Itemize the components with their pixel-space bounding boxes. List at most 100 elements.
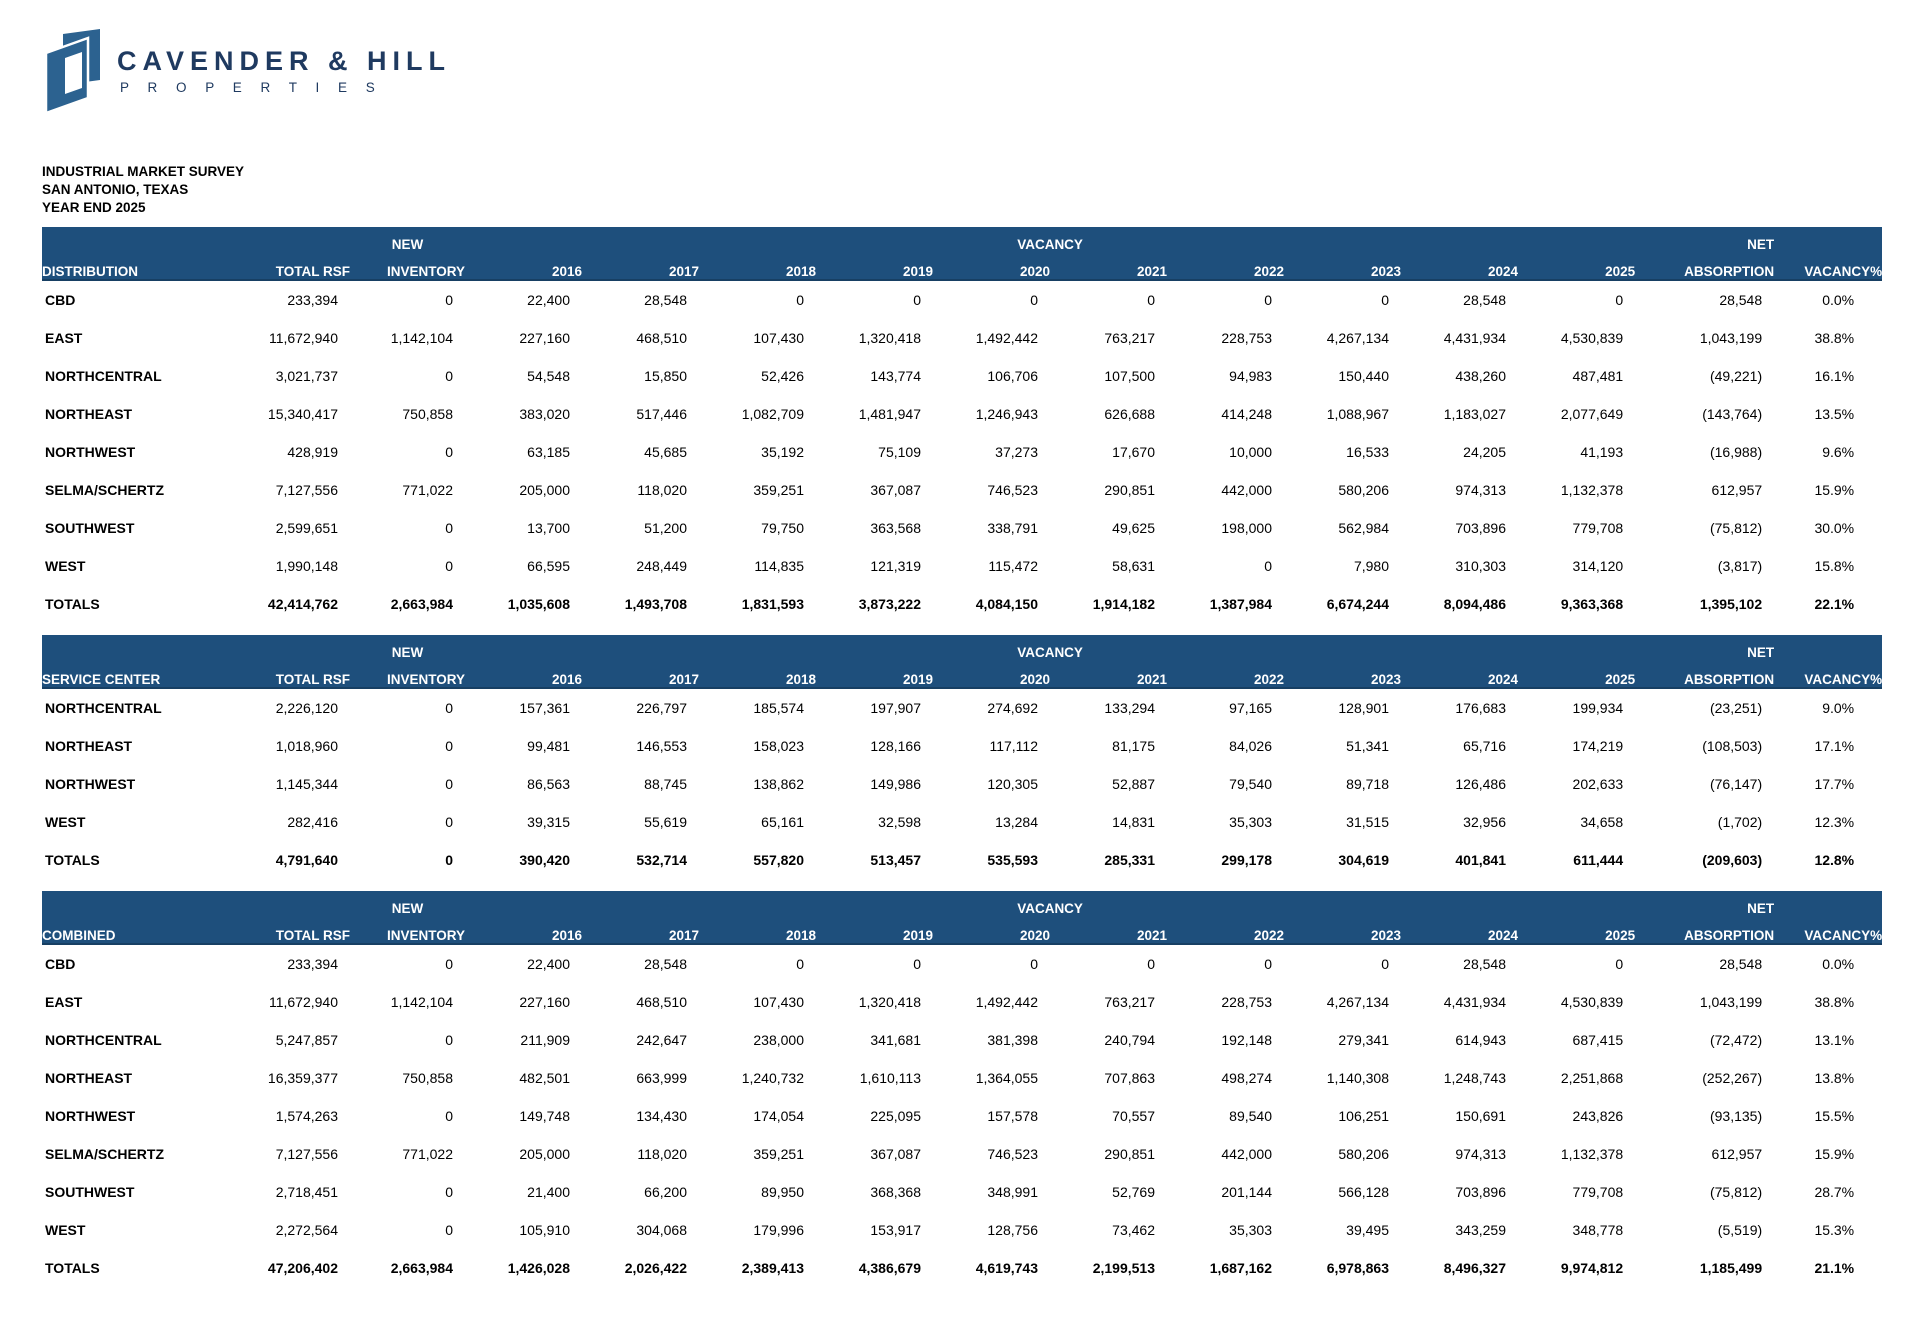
value-cell: 202,633 (1572, 776, 1624, 792)
value-cell: 73,462 (1112, 1222, 1155, 1238)
totals-row-combined: TOTALS 47,206,402 2,663,984 1,426,028 2,026,… (42, 1249, 1882, 1287)
value-cell: 746,523 (987, 482, 1038, 498)
value-cell: 45,685 (644, 444, 687, 460)
value-cell: 42,414,762 (267, 596, 338, 612)
value-cell: 149,986 (870, 776, 921, 792)
value-cell: 22.1% (1814, 596, 1855, 612)
value-cell: 1,493,708 (624, 596, 687, 612)
value-cell: 1,140,308 (1326, 1070, 1389, 1086)
value-cell: (3,817) (1717, 558, 1763, 574)
column-header-inventory: INVENTORY (350, 252, 465, 281)
value-cell: 66,200 (644, 1184, 687, 1200)
column-header-year-2021: 2021 (1050, 916, 1167, 945)
value-cell: 7,980 (1353, 558, 1389, 574)
value-cell: 566,128 (1338, 1184, 1389, 1200)
value-cell: 535,593 (987, 852, 1038, 868)
value-cell: 65,161 (761, 814, 804, 830)
value-cell: 118,020 (637, 1146, 687, 1162)
table-row-distribution: SOUTHWEST 2,599,651 0 13,700 51,200 79,750 363… (42, 509, 1882, 547)
column-header-year-2017: 2017 (582, 660, 699, 689)
logo-company-name: CAVENDER & HILL (117, 46, 452, 76)
value-cell: 143,774 (870, 368, 921, 384)
group-header-net: NET (1635, 635, 1775, 660)
value-cell: 1,043,199 (1699, 994, 1763, 1010)
value-cell: 115,472 (988, 558, 1038, 574)
value-cell: 9,363,368 (1560, 596, 1624, 612)
column-header-year-2023: 2023 (1284, 660, 1401, 689)
value-cell: 47,206,402 (267, 1260, 338, 1276)
value-cell: 580,206 (1338, 482, 1389, 498)
value-cell: 750,858 (402, 1070, 453, 1086)
value-cell: 58,631 (1112, 558, 1155, 574)
value-cell: 532,714 (636, 852, 687, 868)
value-cell: 2,663,984 (390, 1260, 453, 1276)
group-header-new: NEW (350, 227, 465, 252)
value-cell: 126,486 (1455, 776, 1506, 792)
value-cell: 7,127,556 (275, 1146, 338, 1162)
group-spacer (1774, 891, 1883, 916)
value-cell: 81,175 (1112, 738, 1155, 754)
value-cell: 468,510 (636, 330, 687, 346)
value-cell: 28,548 (644, 292, 687, 308)
value-cell: 0 (445, 292, 453, 308)
region-label: CBD (45, 956, 76, 972)
value-cell: (75,812) (1709, 1184, 1763, 1200)
logo-subtitle: P R O P E R T I E S (120, 80, 383, 95)
column-header-year-2022: 2022 (1167, 252, 1284, 281)
value-cell: 88,745 (644, 776, 687, 792)
value-cell: 70,557 (1112, 1108, 1155, 1124)
logo-building-icon (44, 29, 100, 114)
value-cell: 771,022 (402, 482, 453, 498)
value-cell: (209,603) (1702, 852, 1763, 868)
column-header-vacancy-pct: VACANCY% (1774, 252, 1883, 281)
column-header-total-rsf: TOTAL RSF (220, 252, 350, 281)
value-cell: 1,387,984 (1209, 596, 1272, 612)
value-cell: 89,950 (761, 1184, 804, 1200)
value-cell: 2,389,413 (741, 1260, 804, 1276)
value-cell: 0 (1147, 292, 1155, 308)
value-cell: 51,200 (644, 520, 687, 536)
group-header-new: NEW (350, 635, 465, 660)
value-cell: 8,094,486 (1443, 596, 1506, 612)
column-header-year-2022: 2022 (1167, 916, 1284, 945)
value-cell: 37,273 (995, 444, 1038, 460)
value-cell: 438,260 (1455, 368, 1506, 384)
value-cell: 4,267,134 (1326, 330, 1389, 346)
value-cell: 16,359,377 (267, 1070, 338, 1086)
value-cell: 99,481 (527, 738, 570, 754)
region-label: WEST (45, 814, 86, 830)
column-header-absorption: ABSORPTION (1635, 660, 1775, 689)
value-cell: 0.0% (1822, 956, 1855, 972)
value-cell: 15.3% (1814, 1222, 1855, 1238)
value-cell: 703,896 (1455, 520, 1506, 536)
value-cell: 1,142,104 (390, 330, 453, 346)
table-row-combined: NORTHCENTRAL 5,247,857 0 211,909 242,647 238,… (42, 1021, 1882, 1059)
value-cell: 763,217 (1104, 994, 1155, 1010)
value-cell: 0 (1381, 956, 1389, 972)
value-cell: 1,088,967 (1326, 406, 1389, 422)
value-cell: 310,303 (1455, 558, 1506, 574)
value-cell: 1,610,113 (859, 1070, 921, 1086)
value-cell: 228,753 (1221, 994, 1272, 1010)
value-cell: 197,907 (870, 700, 921, 716)
table-row-combined: CBD 233,394 0 22,400 28,548 0 0 0 0 0 0 28,548 0 28,5… (42, 945, 1882, 983)
value-cell: 1,132,378 (1560, 1146, 1624, 1162)
value-cell: 28,548 (1463, 956, 1506, 972)
value-cell: 106,706 (987, 368, 1038, 384)
value-cell: 4,431,934 (1443, 994, 1506, 1010)
value-cell: 22,400 (527, 292, 570, 308)
value-cell: 227,160 (519, 994, 570, 1010)
value-cell: 13,700 (527, 520, 570, 536)
group-header-new: NEW (350, 891, 465, 916)
value-cell: (72,472) (1709, 1032, 1763, 1048)
value-cell: 0 (796, 292, 804, 308)
value-cell: 84,026 (1229, 738, 1272, 754)
column-header-year-2018: 2018 (699, 252, 816, 281)
report-period: YEAR END 2025 (42, 200, 146, 215)
value-cell: 0 (445, 444, 453, 460)
region-label: CBD (45, 292, 76, 308)
value-cell: 9,974,812 (1560, 1260, 1624, 1276)
value-cell: 22,400 (527, 956, 570, 972)
group-spacer (42, 227, 220, 252)
value-cell: 227,160 (519, 330, 570, 346)
